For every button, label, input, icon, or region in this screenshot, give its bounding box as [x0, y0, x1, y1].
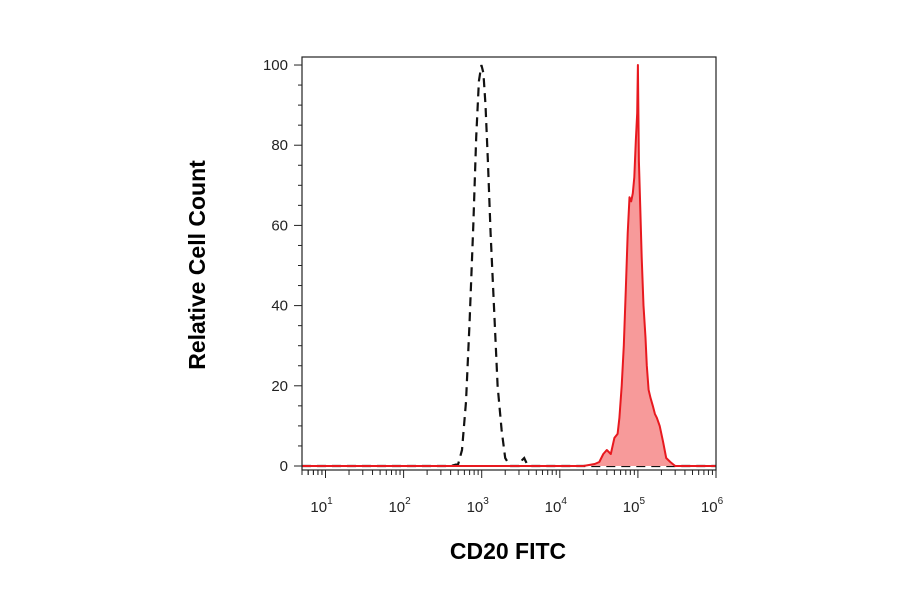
x-tick-label: 101: [310, 496, 333, 516]
x-tick-label: 106: [701, 496, 724, 516]
x-tick-label: 103: [467, 496, 490, 516]
y-tick-label: 80: [271, 137, 288, 154]
series-0-line: [302, 64, 716, 468]
y-tick-label: 20: [271, 378, 288, 395]
y-tick-label: 60: [271, 217, 288, 234]
x-tick-label: 104: [545, 496, 568, 516]
y-tick-label: 100: [263, 57, 288, 74]
y-tick-label: 40: [271, 298, 288, 315]
series-1-fill: [302, 65, 716, 466]
series-1-line: [302, 64, 716, 467]
y-axis-title: Relative Cell Count: [184, 160, 210, 370]
y-tick-label: 0: [280, 458, 288, 475]
x-tick-label: 102: [388, 496, 411, 516]
x-tick-label: 105: [623, 496, 646, 516]
x-axis-title: CD20 FITC: [450, 538, 566, 564]
plot-frame: [301, 56, 717, 471]
